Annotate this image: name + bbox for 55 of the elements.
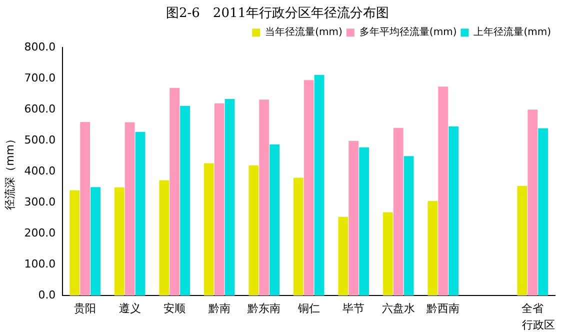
x-tick-label: 全省 (522, 302, 544, 316)
x-tick-label: 贵阳 (74, 302, 96, 316)
y-axis-title: 径流深（mm） (3, 133, 16, 210)
bar (270, 144, 280, 296)
bar (90, 187, 100, 296)
bar (348, 140, 359, 296)
y-tick-label: 0.0 (38, 288, 56, 302)
bar (204, 163, 214, 296)
x-axis-title: 行政区 (522, 318, 555, 332)
y-tick-label: 700.0 (24, 71, 56, 84)
bar (80, 122, 90, 296)
bar (259, 100, 270, 296)
legend-label: 当年径流量(mm) (265, 26, 343, 38)
x-tick-label: 毕节 (342, 302, 365, 316)
bar (314, 74, 324, 296)
x-tick-label: 铜仁 (296, 302, 320, 316)
bar (135, 132, 146, 296)
bar (528, 110, 538, 296)
bar (338, 216, 348, 296)
bar (114, 187, 124, 296)
x-tick-label: 安顺 (164, 302, 186, 316)
bar (170, 88, 180, 296)
x-tick-label: 黔西南 (426, 302, 460, 316)
bar (359, 147, 370, 296)
bar (180, 106, 190, 296)
legend-label: 多年平均径流量(mm) (359, 26, 457, 38)
bar (393, 128, 404, 296)
bar (448, 126, 459, 296)
y-tick-label: 800.0 (24, 40, 56, 54)
y-tick-label: 200.0 (24, 226, 56, 240)
bar (304, 80, 314, 296)
y-tick-label: 100.0 (24, 257, 56, 270)
bar (124, 122, 135, 296)
bar (224, 99, 235, 296)
bar (159, 180, 170, 296)
bar (382, 212, 393, 296)
chart-title: 图2-6 2011年行政分区年径流分布图 (166, 5, 390, 22)
legend-label: 上年径流量(mm) (474, 26, 552, 38)
bar (438, 86, 448, 296)
bar (293, 178, 304, 296)
x-tick-label: 遵义 (118, 302, 141, 316)
y-tick-label: 500.0 (24, 133, 56, 146)
bar (70, 190, 80, 296)
bar (538, 128, 548, 296)
bar (517, 186, 528, 296)
y-tick-label: 600.0 (24, 102, 56, 116)
bar (214, 103, 224, 296)
bar (428, 201, 438, 296)
bar (248, 165, 259, 296)
y-tick-label: 300.0 (24, 195, 56, 208)
bar (404, 156, 414, 296)
y-tick-label: 400.0 (24, 164, 56, 178)
x-tick-label: 六盘水 (382, 302, 415, 316)
x-tick-label: 黔东南 (246, 302, 281, 316)
x-tick-label: 黔南 (207, 302, 230, 316)
